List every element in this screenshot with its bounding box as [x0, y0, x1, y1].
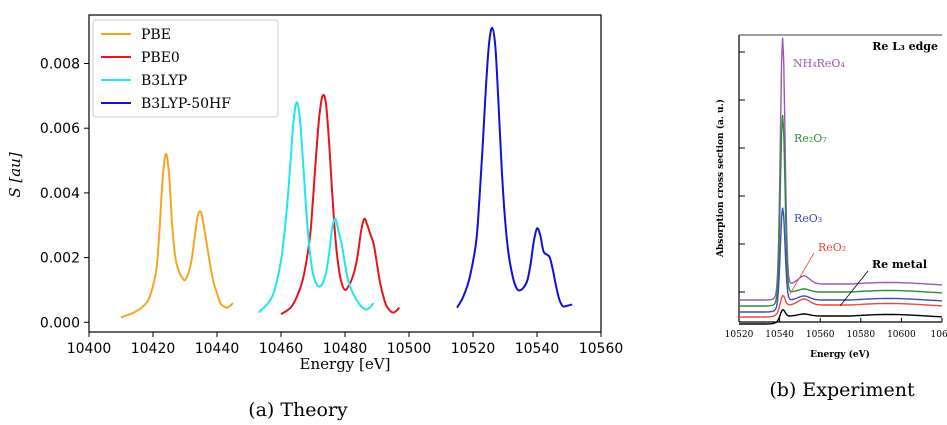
- theory-y-tick-label: 0.004: [40, 186, 80, 202]
- theory-series-line-b3lyp-50hf: [456, 26, 573, 309]
- experiment-caption: (b) Experiment: [769, 379, 915, 401]
- experiment-spectrum-line: [739, 309, 943, 325]
- theory-panel: 10400 10420 10440 10460 10480 10500 10520 10540…: [6, 14, 624, 421]
- experiment-x-tick-label: 10560: [806, 330, 835, 340]
- theory-x-axis-label: Energy [eV]: [300, 355, 391, 373]
- theory-x-tick-label: 10480: [323, 341, 368, 357]
- theory-series-line-pbe0: [280, 93, 401, 316]
- label-re2o7: Re₂O₇: [794, 132, 827, 145]
- theory-y-tick-label: 0.000: [40, 315, 80, 331]
- theory-x-tick-label: 10520: [451, 341, 496, 357]
- experiment-x-axis-label: Energy (eV): [810, 349, 870, 360]
- theory-y-tick-label: 0.002: [40, 251, 80, 267]
- label-reo3: ReO₃: [794, 212, 822, 225]
- theory-x-tick-label: 10540: [515, 341, 560, 357]
- theory-x-tick-label: 10400: [67, 341, 112, 357]
- label-re-metal: Re metal: [872, 258, 927, 271]
- experiment-panel: 10520 10540 10560 10580 10600 1062 Energy (eV…: [715, 34, 947, 401]
- legend-entry: B3LYP: [141, 73, 187, 89]
- legend-box: [92, 19, 279, 118]
- label-nh4reo4: NH₄ReO₄: [793, 57, 845, 70]
- experiment-spectrum-line: [739, 37, 943, 301]
- experiment-x-tick-label: 1062: [931, 330, 947, 340]
- experiment-title: Re L₃ edge: [872, 40, 938, 53]
- experiment-x-tick-label: 10600: [887, 330, 916, 340]
- theory-y-axis-label: S [au]: [6, 152, 24, 197]
- experiment-spectrum-line: [739, 115, 943, 307]
- experiment-spectrum-line: [739, 207, 943, 313]
- re-metal-pointer: [839, 270, 869, 307]
- theory-y-tick-label: 0.008: [40, 57, 80, 73]
- experiment-x-tick-label: 10520: [725, 330, 754, 340]
- theory-x-tick-label: 10500: [387, 341, 432, 357]
- theory-series-line-b3lyp: [257, 101, 375, 314]
- theory-y-tick-label: 0.006: [40, 121, 80, 137]
- theory-x-tick-label: 10560: [579, 341, 624, 357]
- theory-x-tick-label: 10460: [259, 341, 304, 357]
- experiment-x-tick-label: 10580: [846, 330, 875, 340]
- legend-entry: PBE0: [141, 50, 180, 66]
- experiment-x-tick-label: 10540: [765, 330, 794, 340]
- theory-x-tick-label: 10440: [195, 341, 240, 357]
- theory-series-line-pbe: [120, 153, 234, 319]
- experiment-y-axis-label: Absorption cross section (a. u.): [715, 99, 726, 258]
- legend-entry: B3LYP-50HF: [141, 96, 231, 112]
- label-reo2: ReO₂: [818, 241, 846, 254]
- legend-entry: PBE: [141, 27, 171, 43]
- theory-legend: PBE PBE0 B3LYP B3LYP-50HF: [92, 19, 279, 118]
- theory-x-tick-label: 10420: [131, 341, 176, 357]
- theory-caption: (a) Theory: [248, 399, 348, 421]
- reo2-pointer: [789, 252, 815, 295]
- theory-series-lines: [120, 26, 573, 319]
- experiment-series-lines: [739, 37, 943, 325]
